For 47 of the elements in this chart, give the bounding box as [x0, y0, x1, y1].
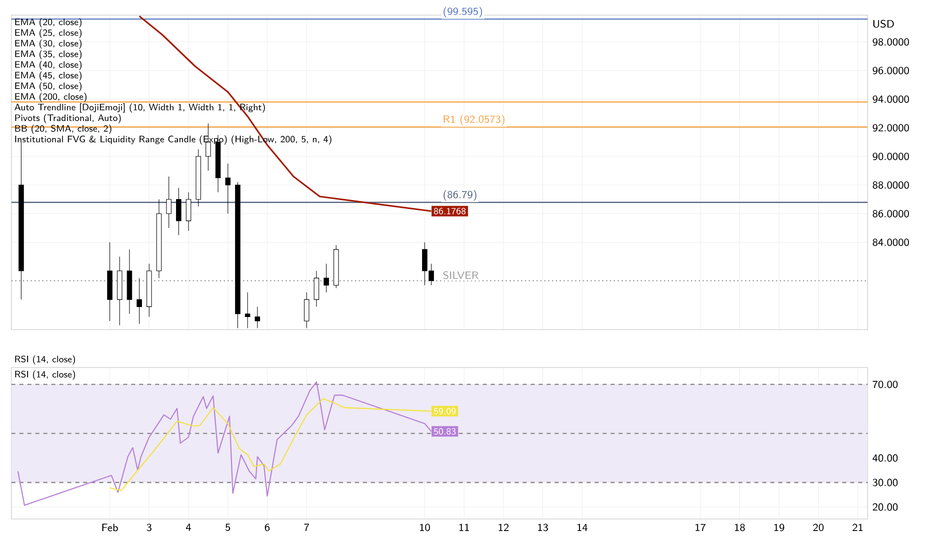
text: RSI (14, close) — [15, 355, 76, 364]
y-tick-label: 20.00 — [872, 503, 898, 511]
y-tick-label: 86.0000 — [872, 210, 909, 218]
y-tick-label: 90.0000 — [872, 152, 909, 160]
annotation: EMA (200, close) — [15, 92, 86, 102]
y-tick-label: 88.0000 — [872, 181, 909, 189]
y-axis-title: USD — [873, 20, 894, 28]
annotation: RSI (14, close) — [15, 370, 76, 380]
x-tick-label: 17 — [696, 524, 706, 531]
x-tick-label: 11 — [459, 524, 469, 531]
data-label: 59.09 — [434, 408, 456, 414]
y-tick-label: 96.0000 — [872, 66, 909, 74]
x-tick-label: 21 — [852, 524, 863, 531]
y-tick-label: 30.00 — [872, 478, 898, 486]
y-tick-label: 84.0000 — [872, 238, 909, 246]
annotation: EMA (25, close) — [15, 28, 82, 38]
x-tick-label: Feb — [102, 524, 118, 532]
ref-line-label: SILVER — [443, 271, 478, 279]
x-tick-label: 10 — [420, 524, 430, 532]
x-tick-label: 18 — [734, 524, 745, 532]
ref-line-label: (99.595) — [444, 6, 482, 18]
x-tick-label: 13 — [538, 524, 548, 532]
annotation: EMA (45, close) — [15, 71, 82, 80]
x-tick-label: 12 — [498, 524, 509, 531]
y-tick-label: 92.0000 — [872, 124, 909, 132]
y-tick-label: 94.0000 — [872, 95, 909, 103]
data-label: 86.1768 — [434, 208, 466, 214]
x-tick-label: 5 — [225, 524, 230, 531]
x-tick-label: 7 — [304, 524, 309, 531]
x-tick-label: 4 — [186, 524, 192, 531]
x-tick-label: 19 — [774, 524, 784, 532]
data-label: 50.83 — [434, 428, 456, 434]
annotation: EMA (30, close) — [15, 39, 82, 49]
ref-line-label: R1 (92.0573) — [444, 114, 504, 126]
x-tick-label: 14 — [578, 524, 588, 531]
y-tick-label: 70.00 — [872, 380, 898, 388]
annotation: EMA (50, close) — [15, 82, 82, 92]
x-tick-label: 20 — [813, 524, 824, 532]
annotation: Pivots (Traditional, Auto) — [15, 114, 121, 124]
y-tick-label: 98.0000 — [872, 38, 909, 46]
x-tick-label: 3 — [146, 524, 152, 532]
annotation: EMA (35, close) — [15, 50, 82, 60]
y-tick-label: 40.00 — [872, 454, 898, 462]
annotation: EMA (20, close) — [15, 18, 82, 28]
annotation: EMA (40, close) — [15, 60, 82, 70]
ref-line-label: (86.79) — [444, 190, 476, 201]
x-tick-label: 6 — [264, 524, 270, 532]
